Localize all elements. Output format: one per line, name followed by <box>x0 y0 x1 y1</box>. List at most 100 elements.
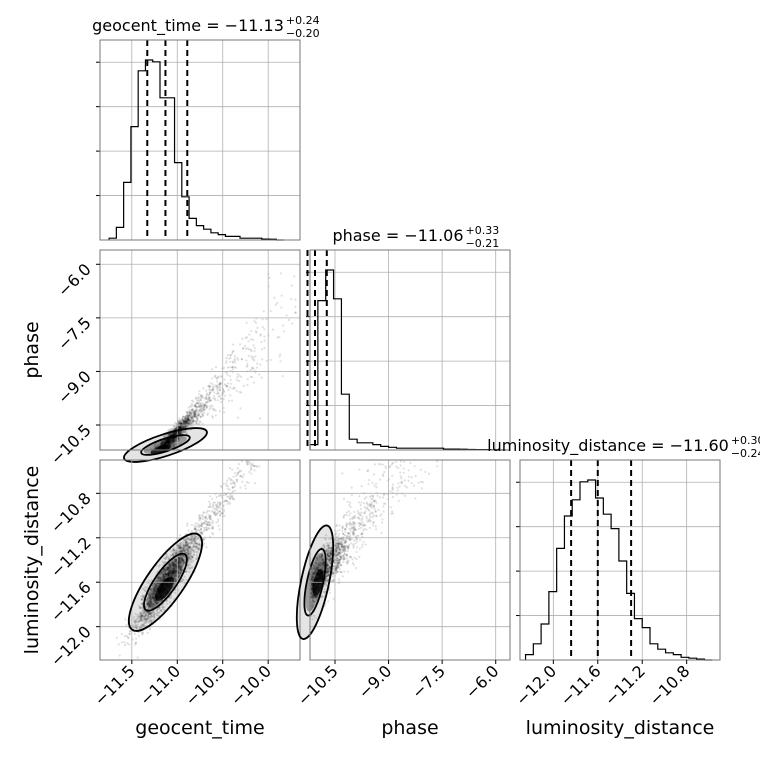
sample-point <box>164 440 168 443</box>
sample-point <box>164 444 167 447</box>
sample-point <box>184 425 188 428</box>
sample-point <box>177 437 180 440</box>
sample-point <box>379 463 382 466</box>
sample-point <box>159 445 162 449</box>
sample-point <box>162 445 165 449</box>
sample-point <box>164 446 167 450</box>
sample-point <box>185 542 188 545</box>
sample-point <box>160 443 163 446</box>
sample-point <box>183 429 186 433</box>
sample-point <box>169 441 172 444</box>
sample-point <box>186 418 190 421</box>
sample-point <box>181 419 185 422</box>
sample-point <box>282 324 285 327</box>
sample-point <box>215 385 218 388</box>
sample-point <box>177 419 180 422</box>
sample-point <box>161 447 164 450</box>
sample-point <box>164 444 167 448</box>
sample-point <box>233 471 236 474</box>
sample-point <box>222 390 225 393</box>
sample-point <box>211 388 214 391</box>
sample-point <box>161 440 164 443</box>
sample-point <box>377 463 381 466</box>
sample-point <box>217 524 220 527</box>
sample-point <box>168 439 172 443</box>
sample-point <box>166 438 169 441</box>
sample-point <box>224 499 228 502</box>
sample-point <box>167 440 170 443</box>
sample-point <box>166 445 169 448</box>
sample-point <box>368 526 372 529</box>
sample-point <box>164 592 167 595</box>
sample-point <box>261 326 264 329</box>
sample-point <box>165 441 168 444</box>
sample-point <box>191 420 194 423</box>
sample-point <box>169 440 172 443</box>
sample-point <box>230 366 234 369</box>
sample-point <box>194 414 197 418</box>
sample-point <box>143 610 146 613</box>
sample-point <box>158 446 162 449</box>
sample-point <box>161 443 165 447</box>
sample-point <box>241 337 244 340</box>
sample-point <box>235 478 239 481</box>
sample-point <box>124 618 127 621</box>
sample-point <box>164 444 168 447</box>
sample-point <box>164 444 167 448</box>
sample-point <box>179 545 182 548</box>
sample-point <box>203 403 206 406</box>
sample-point <box>231 366 234 369</box>
sample-point <box>160 445 163 448</box>
sample-point <box>269 358 272 362</box>
sample-point <box>205 398 208 401</box>
sample-point <box>226 479 229 482</box>
sample-point <box>117 643 120 646</box>
sample-point <box>361 545 364 549</box>
sample-point <box>170 438 173 441</box>
sample-point <box>164 440 167 444</box>
sample-point <box>148 626 151 630</box>
sample-point <box>183 421 186 425</box>
sample-point <box>177 436 180 440</box>
sample-point <box>179 560 183 563</box>
sample-point <box>263 347 266 350</box>
sample-point <box>166 438 169 442</box>
sample-point <box>140 618 143 621</box>
sample-point <box>163 444 166 447</box>
sample-point <box>196 416 199 420</box>
sample-point <box>224 362 228 365</box>
sample-point <box>167 442 170 445</box>
sample-point <box>163 446 166 449</box>
sample-point <box>252 355 255 359</box>
sample-point <box>185 421 188 424</box>
sample-point <box>166 441 169 444</box>
sample-point <box>126 642 129 645</box>
sample-point <box>172 443 175 447</box>
sample-point <box>192 553 195 556</box>
sample-point <box>167 440 171 443</box>
sample-point <box>195 408 199 411</box>
sample-point <box>163 444 166 447</box>
sample-point <box>163 442 166 445</box>
sample-point <box>179 422 183 426</box>
sample-point <box>183 539 186 542</box>
sample-point <box>190 402 193 406</box>
sample-point <box>140 598 143 601</box>
sample-point <box>162 445 165 448</box>
sample-point <box>165 443 168 446</box>
sample-point <box>179 422 183 426</box>
sample-point <box>357 501 361 504</box>
sample-point <box>191 404 194 407</box>
sample-point <box>229 354 232 357</box>
sample-point <box>167 446 170 449</box>
sample-point <box>231 479 234 482</box>
sample-point <box>249 466 252 469</box>
sample-point <box>193 411 197 414</box>
sample-point <box>182 420 185 423</box>
sample-point <box>169 433 172 436</box>
sample-point <box>205 392 209 395</box>
sample-point <box>186 418 189 421</box>
sample-point <box>151 619 154 622</box>
sample-point <box>207 505 210 509</box>
sample-point <box>216 389 219 392</box>
